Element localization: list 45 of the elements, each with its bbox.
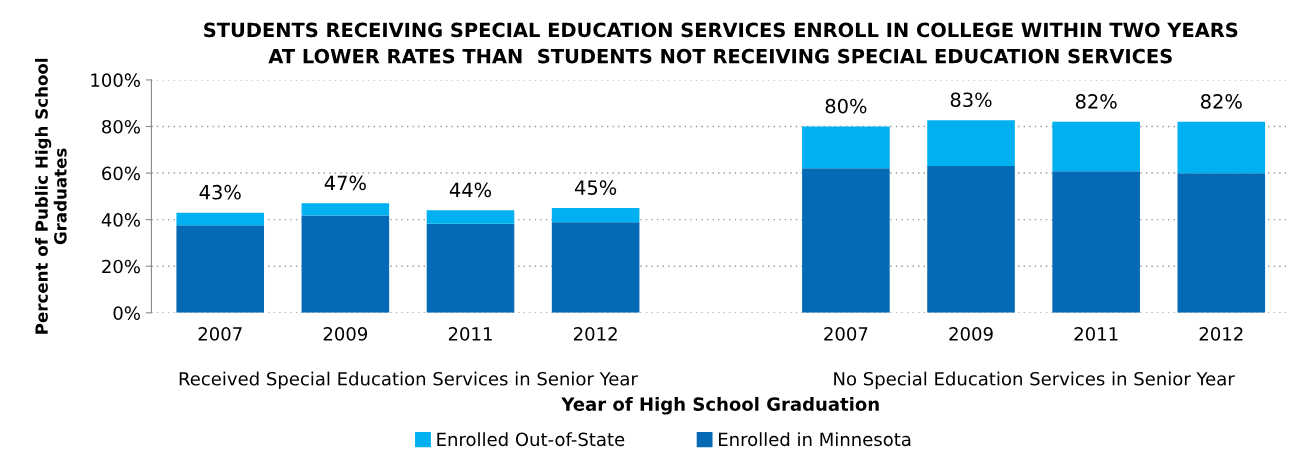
text: Received Special Education Services in Senior Year bbox=[179, 371, 638, 390]
legend-label: Enrolled Out-of-State bbox=[437, 432, 625, 447]
bar bbox=[301, 215, 390, 313]
bar bbox=[1177, 121, 1266, 174]
y-tick-label: 100% bbox=[91, 73, 140, 88]
total-label: 83% bbox=[950, 92, 992, 108]
y-tick-label: 0% bbox=[113, 306, 140, 320]
x-tick-label: 2011 bbox=[1074, 327, 1118, 341]
total-label: 80% bbox=[825, 98, 867, 114]
y-axis-title: Percent of Public High School Graduates bbox=[34, 58, 67, 334]
chart-title: STUDENTS RECEIVING SPECIAL EDUCATION SERVICES ENROLL IN COLLEGE WITHIN TWO YEARS AT LOWER RATES THAN STUDENTS NOT RECEIVING SPECIAL EDUCATION SERVICES bbox=[204, 22, 1238, 64]
bar bbox=[301, 203, 390, 216]
x-tick-label: 2007 bbox=[824, 327, 868, 341]
bar bbox=[802, 126, 890, 169]
x-tick-label: 2011 bbox=[448, 327, 492, 341]
bar bbox=[551, 208, 640, 223]
total-label: 43% bbox=[199, 184, 241, 200]
total-label: 82% bbox=[1075, 94, 1117, 109]
y-tick-label: 60% bbox=[102, 166, 140, 181]
bar bbox=[1052, 171, 1140, 313]
bar bbox=[1177, 173, 1266, 313]
x-tick-label: 2007 bbox=[198, 327, 242, 341]
bar bbox=[551, 222, 640, 313]
bar bbox=[176, 212, 265, 226]
x-tick-label: 2009 bbox=[323, 327, 368, 341]
legend-label: Enrolled in Minnesota bbox=[719, 432, 911, 447]
x-tick-label: 2012 bbox=[1199, 327, 1243, 341]
bar bbox=[1052, 121, 1140, 172]
y-tick-label: 40% bbox=[101, 213, 140, 227]
bar bbox=[927, 120, 1015, 167]
total-label: 44% bbox=[449, 182, 492, 198]
bar bbox=[927, 166, 1015, 313]
bar bbox=[426, 223, 515, 313]
total-label: 45% bbox=[574, 180, 617, 195]
total-label: 82% bbox=[1201, 94, 1242, 109]
total-label: 47% bbox=[324, 175, 366, 191]
text: No Special Education Services in Senior Year bbox=[834, 371, 1235, 390]
y-tick-label: 80% bbox=[102, 119, 140, 134]
bar bbox=[176, 225, 265, 313]
bar bbox=[426, 210, 515, 224]
x-tick-label: 2012 bbox=[573, 327, 617, 341]
x-axis-title: Year of High School Graduation bbox=[561, 396, 879, 415]
bar bbox=[802, 168, 890, 313]
y-tick-label: 20% bbox=[102, 259, 140, 274]
x-tick-label: 2009 bbox=[949, 327, 993, 341]
